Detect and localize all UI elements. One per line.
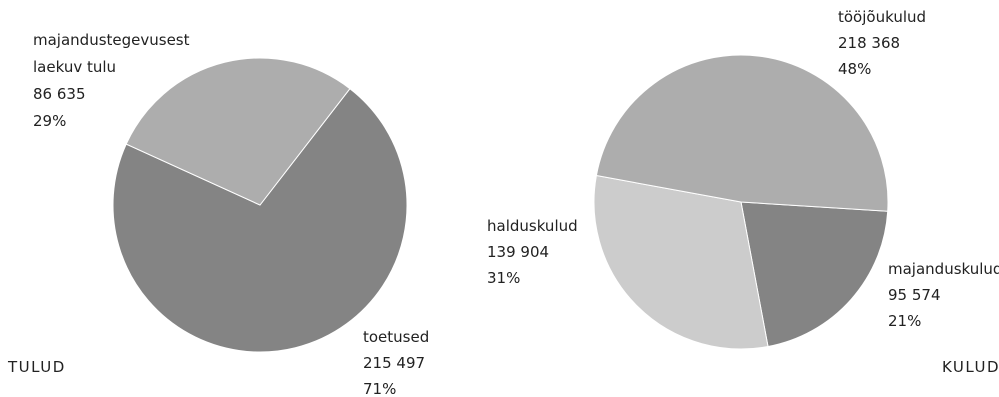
slice-label-halduskulud: halduskulud 139 904 31%: [487, 217, 578, 287]
slice-percent: 71%: [363, 380, 396, 397]
pie-slice-toojoukulud: [595, 54, 889, 212]
pie-slice-toetused: [112, 87, 408, 353]
slice-name-line-1: majandustegevusest: [33, 31, 190, 49]
pie-slice-majandustegevusest-laekuv-tulu: [125, 57, 351, 206]
slice-name: tööjõukulud: [838, 8, 926, 26]
chart-title-kulud: KULUD: [942, 358, 999, 376]
slice-label-toojoukulud: tööjõukulud 218 368 48%: [838, 8, 926, 78]
chart-title-tulud: TULUD: [7, 358, 66, 376]
slice-name: toetused: [363, 328, 429, 346]
pie-kulud: [593, 54, 889, 350]
slice-percent: 21%: [888, 312, 921, 330]
slice-label-majanduskulud: majanduskulud 95 574 21%: [888, 260, 999, 330]
slice-label-majandustegevusest: majandustegevusest laekuv tulu 86 635 29…: [33, 31, 190, 130]
pie-slice-majanduskulud: [740, 201, 889, 348]
pie-tulud: [112, 57, 408, 353]
slice-percent: 29%: [33, 112, 66, 130]
slice-value: 215 497: [363, 354, 425, 372]
slice-label-toetused: toetused 215 497 71%: [363, 328, 429, 397]
slice-value: 86 635: [33, 85, 86, 103]
slice-value: 95 574: [888, 286, 941, 304]
slice-name: halduskulud: [487, 217, 578, 235]
slice-percent: 48%: [838, 60, 871, 78]
slice-name-line-2: laekuv tulu: [33, 58, 116, 76]
slice-value: 218 368: [838, 34, 900, 52]
pie-slice-halduskulud: [593, 174, 769, 350]
slice-name: majanduskulud: [888, 260, 999, 278]
slice-percent: 31%: [487, 269, 520, 287]
slice-value: 139 904: [487, 243, 549, 261]
